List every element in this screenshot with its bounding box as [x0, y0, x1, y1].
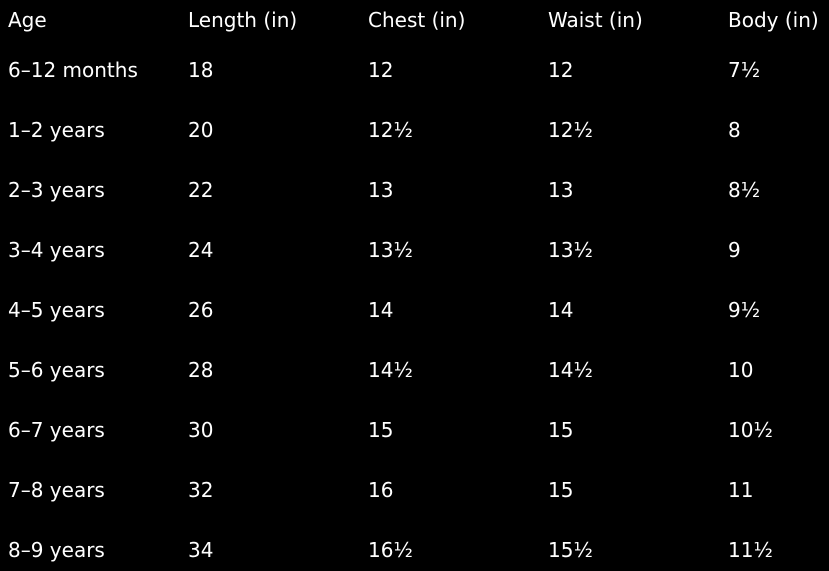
table-row: 8–9 years 34 16½ 15½ 11½	[0, 535, 829, 565]
cell-age: 8–9 years	[8, 538, 105, 562]
cell-body: 11½	[728, 538, 773, 562]
cell-waist: 14½	[548, 358, 593, 382]
cell-waist: 15	[548, 418, 574, 442]
cell-chest: 16	[368, 478, 394, 502]
cell-body: 10	[728, 358, 754, 382]
cell-body: 8½	[728, 178, 761, 202]
header-length: Length (in)	[188, 8, 298, 32]
cell-chest: 16½	[368, 538, 413, 562]
cell-body: 11	[728, 478, 754, 502]
cell-waist: 14	[548, 298, 574, 322]
cell-body: 7½	[728, 58, 761, 82]
cell-waist: 13½	[548, 238, 593, 262]
table-row: 4–5 years 26 14 14 9½	[0, 295, 829, 325]
cell-chest: 14	[368, 298, 394, 322]
cell-age: 2–3 years	[8, 178, 105, 202]
cell-age: 3–4 years	[8, 238, 105, 262]
cell-length: 24	[188, 238, 214, 262]
cell-body: 9	[728, 238, 741, 262]
cell-chest: 12½	[368, 118, 413, 142]
cell-body: 9½	[728, 298, 761, 322]
cell-chest: 12	[368, 58, 394, 82]
cell-age: 1–2 years	[8, 118, 105, 142]
cell-age: 7–8 years	[8, 478, 105, 502]
cell-waist: 12	[548, 58, 574, 82]
cell-age: 6–12 months	[8, 58, 138, 82]
header-body: Body (in)	[728, 8, 819, 32]
cell-length: 22	[188, 178, 214, 202]
table-header: Age Length (in) Chest (in) Waist (in) Bo…	[0, 5, 829, 35]
cell-length: 20	[188, 118, 214, 142]
header-waist: Waist (in)	[548, 8, 643, 32]
table-row: 1–2 years 20 12½ 12½ 8	[0, 115, 829, 145]
cell-waist: 13	[548, 178, 574, 202]
cell-length: 30	[188, 418, 214, 442]
table-row: 2–3 years 22 13 13 8½	[0, 175, 829, 205]
cell-length: 18	[188, 58, 214, 82]
cell-chest: 14½	[368, 358, 413, 382]
table-row: 6–7 years 30 15 15 10½	[0, 415, 829, 445]
cell-waist: 12½	[548, 118, 593, 142]
table-row: 7–8 years 32 16 15 11	[0, 475, 829, 505]
cell-length: 28	[188, 358, 214, 382]
table-row: 3–4 years 24 13½ 13½ 9	[0, 235, 829, 265]
header-chest: Chest (in)	[368, 8, 466, 32]
cell-body: 10½	[728, 418, 773, 442]
cell-length: 34	[188, 538, 214, 562]
cell-waist: 15½	[548, 538, 593, 562]
cell-length: 26	[188, 298, 214, 322]
cell-chest: 13½	[368, 238, 413, 262]
cell-age: 6–7 years	[8, 418, 105, 442]
table-row: 5–6 years 28 14½ 14½ 10	[0, 355, 829, 385]
cell-waist: 15	[548, 478, 574, 502]
cell-length: 32	[188, 478, 214, 502]
header-age: Age	[8, 8, 47, 32]
cell-age: 4–5 years	[8, 298, 105, 322]
table-row: 6–12 months 18 12 12 7½	[0, 55, 829, 85]
cell-age: 5–6 years	[8, 358, 105, 382]
cell-body: 8	[728, 118, 741, 142]
cell-chest: 13	[368, 178, 394, 202]
cell-chest: 15	[368, 418, 394, 442]
